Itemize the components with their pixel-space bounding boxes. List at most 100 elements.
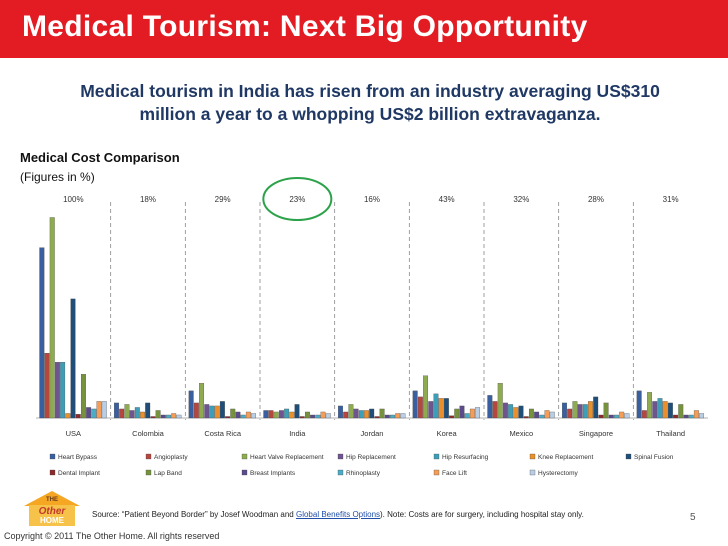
copyright-text: Copyright © 2011 The Other Home. All rig… bbox=[4, 531, 220, 541]
bar bbox=[428, 401, 434, 419]
bar bbox=[667, 402, 673, 419]
legend-label: Hysterectomy bbox=[538, 470, 578, 477]
bar bbox=[240, 414, 246, 419]
source-link[interactable]: Global Benefits Options bbox=[295, 510, 381, 519]
bar bbox=[443, 398, 449, 419]
bar bbox=[193, 402, 199, 419]
x-tick-label: Thailand bbox=[656, 429, 685, 438]
legend-swatch bbox=[529, 469, 536, 476]
bar bbox=[60, 362, 66, 419]
bar bbox=[390, 414, 395, 419]
legend-label: Hip Replacement bbox=[346, 454, 396, 461]
category-percent-label: 18% bbox=[140, 195, 156, 204]
bar bbox=[412, 390, 418, 419]
bar bbox=[572, 401, 578, 419]
bar bbox=[614, 414, 619, 419]
bar bbox=[199, 383, 205, 419]
bar bbox=[171, 413, 177, 419]
bar bbox=[539, 414, 545, 419]
legend-label: Hip Resurfacing bbox=[442, 454, 489, 461]
category-percent-label: 28% bbox=[588, 195, 604, 204]
bar bbox=[176, 414, 182, 419]
legend-swatch bbox=[433, 469, 440, 476]
bar bbox=[438, 398, 444, 419]
bar bbox=[96, 401, 102, 419]
bar bbox=[54, 362, 60, 419]
bar bbox=[699, 413, 705, 419]
logo-line-1: THE bbox=[46, 497, 58, 503]
bar bbox=[502, 402, 508, 419]
source-prefix: Source: “Patient Beyond Border” by Josef… bbox=[92, 510, 296, 519]
legend-label: Face Lift bbox=[442, 470, 467, 477]
bar bbox=[588, 401, 593, 419]
bar bbox=[70, 298, 76, 419]
bar bbox=[225, 416, 231, 419]
legend-label: Lap Band bbox=[154, 470, 182, 477]
legend-label: Knee Replacement bbox=[538, 454, 593, 461]
bar bbox=[304, 411, 310, 419]
legend-swatch bbox=[145, 453, 152, 460]
chart-title: Medical Cost Comparison bbox=[20, 150, 180, 165]
bar bbox=[384, 414, 390, 419]
legend-swatch bbox=[49, 453, 56, 460]
bar bbox=[209, 405, 215, 419]
bar bbox=[80, 374, 86, 419]
bar bbox=[129, 410, 135, 419]
category-percent-label: 23% bbox=[289, 195, 305, 204]
bar bbox=[119, 408, 125, 419]
bar bbox=[310, 414, 316, 419]
x-tick-label: USA bbox=[66, 429, 81, 438]
bar bbox=[91, 408, 97, 419]
bar bbox=[348, 404, 354, 419]
legend-swatch bbox=[337, 453, 344, 460]
bar bbox=[395, 413, 401, 419]
bar bbox=[662, 401, 668, 419]
the-other-home-logo: THE Other HOME bbox=[24, 491, 80, 526]
bar bbox=[497, 383, 503, 419]
bar bbox=[657, 398, 663, 419]
bar bbox=[513, 407, 519, 419]
bar bbox=[562, 402, 567, 419]
bar bbox=[263, 410, 269, 419]
bar bbox=[523, 416, 529, 419]
legend-label: Breast Implants bbox=[250, 470, 296, 477]
bar bbox=[145, 402, 151, 419]
x-tick-label: India bbox=[289, 429, 306, 438]
bar bbox=[641, 410, 647, 419]
bar bbox=[230, 408, 236, 419]
bar bbox=[204, 404, 210, 419]
bar bbox=[49, 217, 55, 419]
bar bbox=[166, 414, 171, 419]
bar bbox=[469, 408, 475, 419]
bar bbox=[320, 411, 326, 419]
x-tick-label: Korea bbox=[437, 429, 458, 438]
bar bbox=[44, 353, 50, 419]
bar bbox=[65, 413, 71, 419]
bar bbox=[549, 411, 555, 419]
bar bbox=[101, 401, 107, 419]
bar bbox=[693, 410, 699, 419]
bar bbox=[114, 402, 119, 419]
subtitle-line-1: Medical tourism in India has risen from … bbox=[80, 81, 660, 101]
bar bbox=[603, 402, 609, 419]
bar bbox=[140, 411, 145, 419]
bar bbox=[598, 414, 604, 419]
bar bbox=[325, 413, 331, 419]
legend-swatch bbox=[241, 469, 248, 476]
bar bbox=[284, 408, 290, 419]
category-percent-label: 32% bbox=[513, 195, 529, 204]
bar bbox=[219, 401, 225, 419]
legend-swatch bbox=[625, 453, 632, 460]
category-percent-label: 100% bbox=[63, 195, 83, 204]
x-tick-label: Costa Rica bbox=[204, 429, 242, 438]
legend-swatch bbox=[529, 453, 536, 460]
bar bbox=[636, 390, 642, 419]
x-tick-label: Singapore bbox=[579, 429, 613, 438]
subtitle-line-2: million a year to a whopping US$2 billio… bbox=[139, 104, 601, 124]
legend-swatch bbox=[433, 453, 440, 460]
legend-label: Heart Bypass bbox=[58, 454, 98, 461]
bar bbox=[160, 414, 166, 419]
bar bbox=[487, 395, 493, 419]
bar bbox=[647, 392, 653, 419]
bar bbox=[343, 411, 349, 419]
